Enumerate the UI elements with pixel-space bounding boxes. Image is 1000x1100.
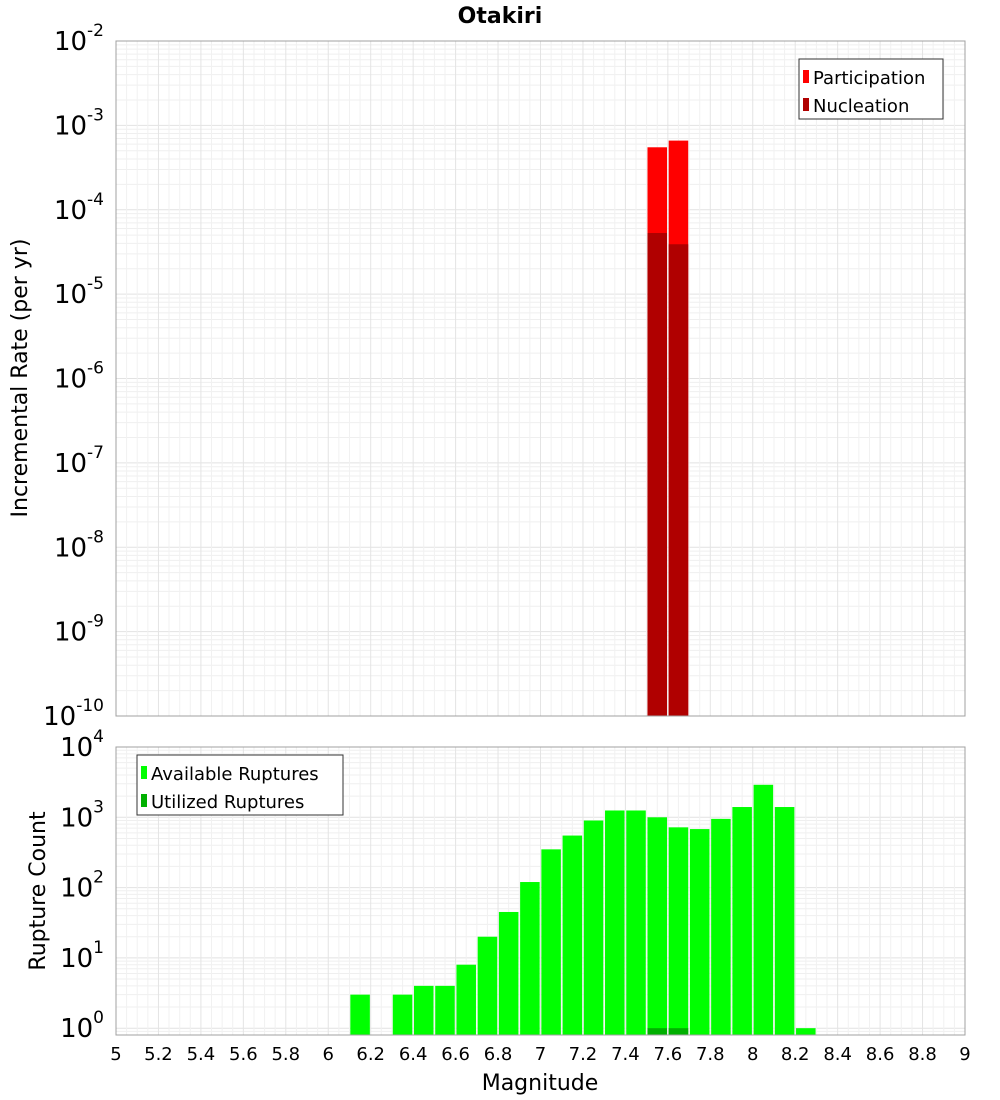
x-tick-label: 9 [959, 1044, 970, 1065]
bar-available-ruptures [774, 807, 795, 1035]
x-tick-label: 8.8 [908, 1044, 937, 1065]
bar-available-ruptures [541, 849, 561, 1035]
y-tick-label: 100 [60, 1008, 104, 1044]
x-tick-label: 8.2 [781, 1044, 810, 1065]
y-tick-label: 102 [60, 868, 104, 904]
x-tick-label: 6 [323, 1044, 334, 1065]
top-grid [115, 41, 966, 717]
bar-available-ruptures [626, 810, 646, 1035]
bar-available-ruptures [689, 829, 710, 1035]
bar-utilized-ruptures [668, 1028, 689, 1035]
bar-available-ruptures [520, 882, 540, 1035]
bar-available-ruptures [796, 1028, 816, 1035]
chart-title: Otakiri [458, 4, 543, 29]
x-tick-label: 7 [535, 1044, 546, 1065]
bar-available-ruptures [562, 835, 583, 1035]
bottom-y-axis-label: Rupture Count [26, 811, 51, 971]
bar-available-ruptures [435, 985, 455, 1035]
y-tick-label: 10-8 [54, 527, 104, 563]
bottom-plot-frame [115, 746, 966, 1036]
legend-swatch [803, 98, 809, 111]
legend-box [798, 58, 944, 120]
top-y-axis-label: Incremental Rate (per yr) [8, 239, 33, 518]
bottom-legend: Available Ruptures Utilized Ruptures [136, 754, 344, 816]
top-legend: Participation Nucleation [798, 58, 944, 120]
y-tick-label: 10-9 [54, 612, 104, 648]
bar-available-ruptures [711, 818, 731, 1035]
bar-available-ruptures [753, 784, 774, 1035]
x-tick-label: 7.4 [611, 1044, 640, 1065]
x-axis-label: Magnitude [482, 1071, 599, 1096]
x-tick-label: 5.6 [229, 1044, 258, 1065]
bar-available-ruptures [583, 820, 604, 1035]
y-tick-label: 104 [60, 727, 104, 763]
legend-label: Nucleation [813, 96, 909, 117]
y-tick-label: 103 [60, 797, 104, 833]
bar-available-ruptures [392, 994, 413, 1035]
x-tick-label: 8 [747, 1044, 758, 1065]
bar-available-ruptures [732, 807, 752, 1035]
x-tick-label: 5 [110, 1044, 121, 1065]
x-tick-label: 6.8 [484, 1044, 513, 1065]
y-tick-label: 10-3 [54, 105, 104, 141]
x-tick-label: 6.4 [399, 1044, 428, 1065]
bar-nucleation [647, 233, 668, 716]
bottom-x-ticks: 5 5.2 5.4 5.6 5.8 6 6.2 6.4 6.6 6.8 7 7.2 7.4 7.6 7.8 8… [110, 1044, 970, 1065]
x-tick-label: 5.4 [187, 1044, 216, 1065]
x-tick-label: 7.2 [569, 1044, 598, 1065]
x-tick-label: 6.6 [441, 1044, 470, 1065]
x-tick-label: 8.4 [823, 1044, 852, 1065]
legend-label: Participation [813, 68, 925, 89]
x-tick-label: 5.8 [271, 1044, 300, 1065]
y-tick-label: 10-6 [54, 359, 104, 395]
bar-available-ruptures [668, 827, 689, 1035]
bottom-bars [350, 784, 816, 1035]
x-tick-label: 7.8 [696, 1044, 725, 1065]
bottom-y-ticks: 100 101 102 103 104 [60, 727, 104, 1044]
x-tick-label: 6.2 [356, 1044, 385, 1065]
bar-utilized-ruptures [647, 1028, 668, 1035]
top-bars [647, 140, 689, 717]
y-tick-label: 10-4 [54, 190, 104, 226]
bar-available-ruptures [647, 817, 668, 1035]
x-tick-label: 5.2 [144, 1044, 173, 1065]
legend-swatch [141, 766, 147, 779]
legend-label: Available Ruptures [151, 764, 319, 785]
legend-swatch [803, 70, 809, 83]
legend-label: Utilized Ruptures [151, 792, 304, 813]
top-plot-frame [115, 40, 966, 717]
legend-box [136, 754, 344, 816]
bar-available-ruptures [477, 936, 498, 1035]
y-tick-label: 10-5 [54, 274, 104, 310]
bar-nucleation [668, 244, 689, 717]
y-tick-label: 10-7 [54, 443, 104, 479]
bar-available-ruptures [456, 964, 476, 1035]
bar-available-ruptures [498, 911, 519, 1035]
y-tick-label: 10-2 [54, 21, 104, 57]
x-tick-label: 8.6 [866, 1044, 895, 1065]
x-tick-label: 7.6 [654, 1044, 683, 1065]
bar-available-ruptures [605, 810, 625, 1035]
y-tick-label: 101 [60, 938, 104, 974]
bar-available-ruptures [413, 985, 434, 1035]
bar-available-ruptures [350, 994, 370, 1035]
legend-swatch [141, 794, 147, 807]
